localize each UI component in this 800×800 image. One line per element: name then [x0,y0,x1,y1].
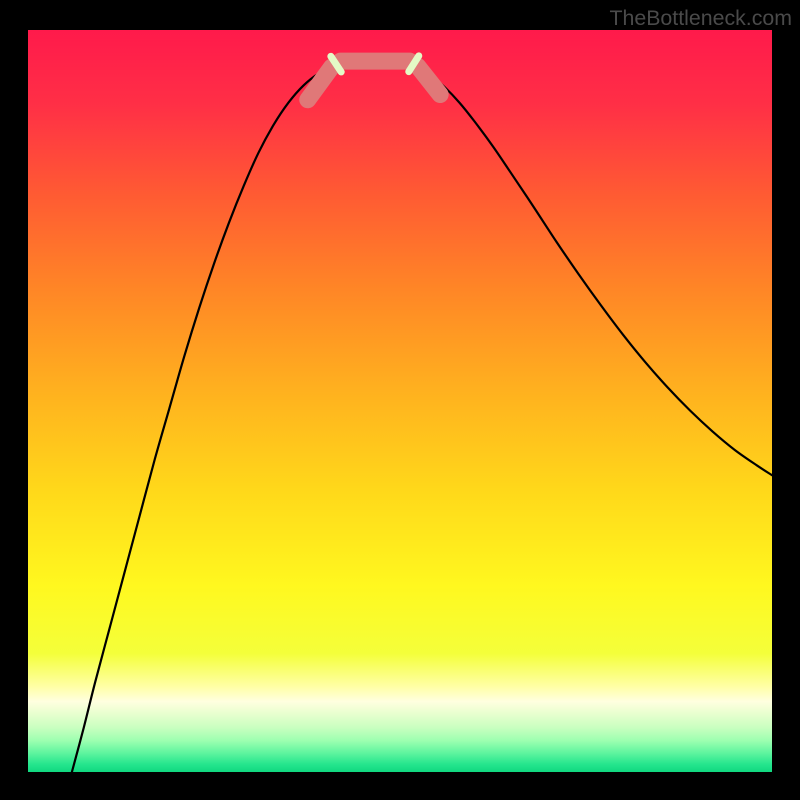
chart-frame: TheBottleneck.com [0,0,800,800]
watermark-text: TheBottleneck.com [609,6,792,31]
plot-area [28,30,772,772]
